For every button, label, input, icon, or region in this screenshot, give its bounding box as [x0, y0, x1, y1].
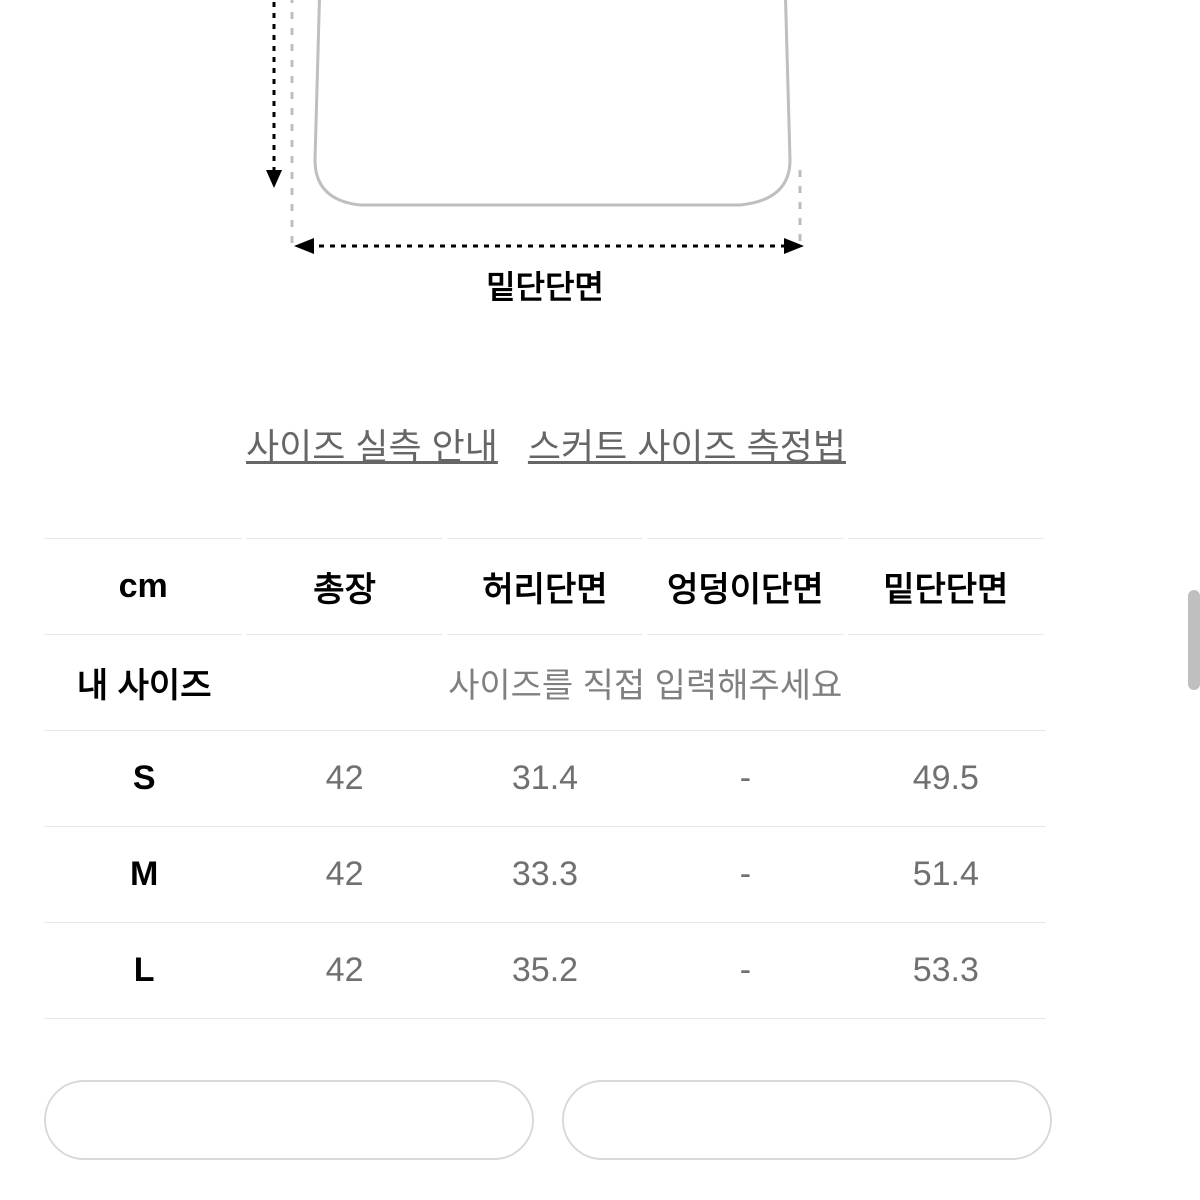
size-label: M — [44, 827, 244, 923]
col-waist: 허리단면 — [445, 539, 645, 635]
my-size-row[interactable]: 내 사이즈 사이즈를 직접 입력해주세요 — [44, 635, 1046, 731]
cell: 35.2 — [445, 923, 645, 1019]
size-table-header-row: cm 총장 허리단면 엉덩이단면 밑단단면 — [44, 539, 1046, 635]
cell: - — [645, 731, 845, 827]
bottom-button-left[interactable] — [44, 1080, 534, 1160]
size-guide-links: 사이즈 실측 안내 스커트 사이즈 측정법 — [0, 418, 1092, 470]
cell: 49.5 — [846, 731, 1046, 827]
col-total-length: 총장 — [244, 539, 444, 635]
size-guide-link[interactable]: 사이즈 실측 안내 — [246, 426, 498, 467]
bottom-button-row — [44, 1080, 1052, 1160]
col-hip: 엉덩이단면 — [645, 539, 845, 635]
cell: 31.4 — [445, 731, 645, 827]
cell: 42 — [244, 923, 444, 1019]
diagram-hem-label: 밑단단면 — [260, 262, 830, 308]
cell: 42 — [244, 731, 444, 827]
size-row-l: L 42 35.2 - 53.3 — [44, 923, 1046, 1019]
cell: 51.4 — [846, 827, 1046, 923]
measure-method-link[interactable]: 스커트 사이즈 측정법 — [528, 426, 846, 467]
my-size-placeholder[interactable]: 사이즈를 직접 입력해주세요 — [244, 635, 1046, 731]
cell: 53.3 — [846, 923, 1046, 1019]
cell: - — [645, 827, 845, 923]
cell: - — [645, 923, 845, 1019]
size-row-m: M 42 33.3 - 51.4 — [44, 827, 1046, 923]
size-table: cm 총장 허리단면 엉덩이단면 밑단단면 내 사이즈 사이즈를 직접 입력해주… — [44, 538, 1048, 1019]
skirt-diagram: 밑단단면 — [260, 0, 830, 320]
diagram-svg — [260, 0, 830, 260]
col-hem: 밑단단면 — [846, 539, 1046, 635]
cell: 33.3 — [445, 827, 645, 923]
my-size-label: 내 사이즈 — [44, 635, 244, 731]
cell: 42 — [244, 827, 444, 923]
size-label: L — [44, 923, 244, 1019]
size-row-s: S 42 31.4 - 49.5 — [44, 731, 1046, 827]
unit-header: cm — [44, 539, 244, 635]
size-label: S — [44, 731, 244, 827]
bottom-button-right[interactable] — [562, 1080, 1052, 1160]
scrollbar-thumb[interactable] — [1188, 590, 1200, 690]
